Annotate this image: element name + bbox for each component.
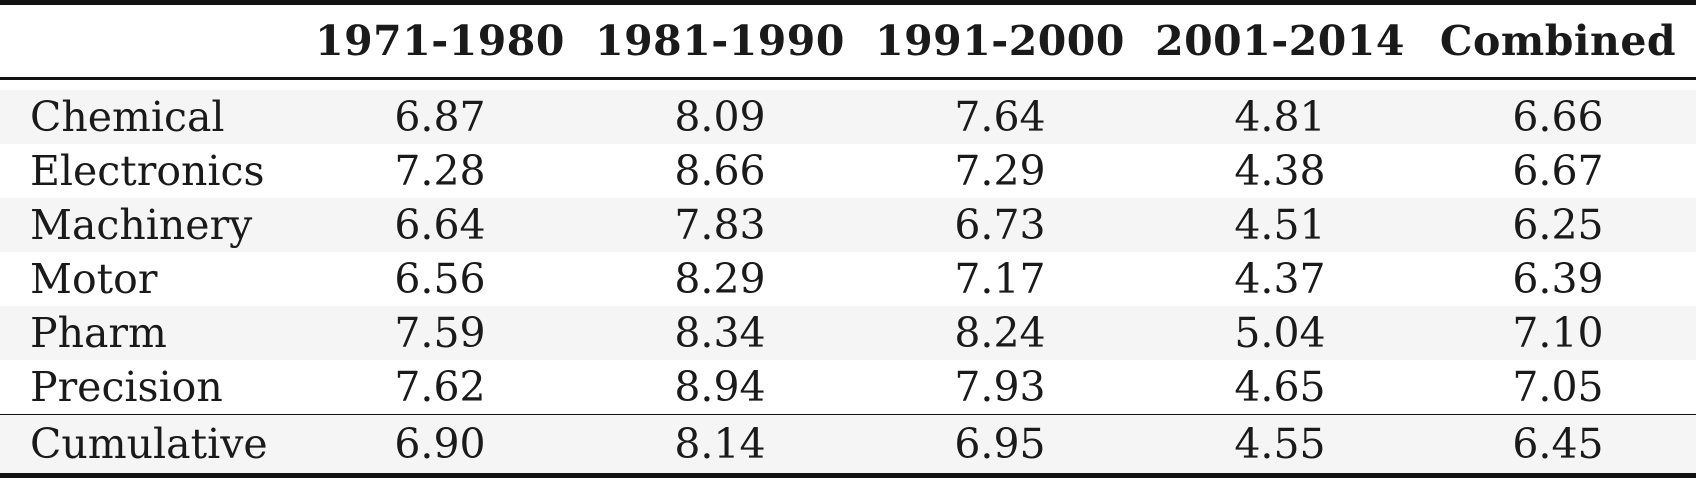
row-label: Machinery: [0, 198, 300, 252]
table-row: Pharm 7.59 8.34 8.24 5.04 7.10: [0, 306, 1696, 360]
table-cell: 6.64: [300, 198, 580, 252]
table-cell: 7.17: [860, 252, 1140, 306]
header-cell-combined: Combined: [1420, 0, 1696, 80]
table-cell: 8.66: [580, 144, 860, 198]
spacer-cell: [580, 78, 860, 90]
table-cell: 6.67: [1420, 144, 1696, 198]
table-row: Precision 7.62 8.94 7.93 4.65 7.05: [0, 360, 1696, 415]
table-cell: 7.28: [300, 144, 580, 198]
total-cell: 6.45: [1420, 414, 1696, 478]
row-label: Electronics: [0, 144, 300, 198]
row-label: Pharm: [0, 306, 300, 360]
spacer-cell: [1420, 78, 1696, 90]
table-cell: 4.65: [1140, 360, 1420, 415]
table-cell: 4.38: [1140, 144, 1420, 198]
spacer-cell: [300, 78, 580, 90]
table-cell: 4.51: [1140, 198, 1420, 252]
spacer-row: [0, 78, 1696, 90]
table-row: Chemical 6.87 8.09 7.64 4.81 6.66: [0, 90, 1696, 144]
total-row-label: Cumulative: [0, 414, 300, 478]
spacer-cell: [860, 78, 1140, 90]
header-cell-empty: [0, 0, 300, 80]
table-cell: 7.29: [860, 144, 1140, 198]
table-cell: 6.73: [860, 198, 1140, 252]
table-cell: 7.93: [860, 360, 1140, 415]
table-cell: 6.87: [300, 90, 580, 144]
header-cell-2001-2014: 2001-2014: [1140, 0, 1420, 80]
table-cell: 6.56: [300, 252, 580, 306]
header-cell-1981-1990: 1981-1990: [580, 0, 860, 80]
total-cell: 4.55: [1140, 414, 1420, 478]
header-cell-1991-2000: 1991-2000: [860, 0, 1140, 80]
table-footer: Cumulative 6.90 8.14 6.95 4.55 6.45: [0, 414, 1696, 478]
table-cell: 4.81: [1140, 90, 1420, 144]
table-row: Electronics 7.28 8.66 7.29 4.38 6.67: [0, 144, 1696, 198]
total-cell: 6.95: [860, 414, 1140, 478]
total-cell: 6.90: [300, 414, 580, 478]
table-cell: 7.62: [300, 360, 580, 415]
total-row: Cumulative 6.90 8.14 6.95 4.55 6.45: [0, 414, 1696, 478]
row-label: Chemical: [0, 90, 300, 144]
table-cell: 8.94: [580, 360, 860, 415]
table-row: Motor 6.56 8.29 7.17 4.37 6.39: [0, 252, 1696, 306]
header-cell-1971-1980: 1971-1980: [300, 0, 580, 80]
spacer-cell: [0, 78, 300, 90]
total-cell: 8.14: [580, 414, 860, 478]
row-label: Motor: [0, 252, 300, 306]
spacer-cell: [1140, 78, 1420, 90]
table-cell: 8.24: [860, 306, 1140, 360]
table-cell: 7.64: [860, 90, 1140, 144]
table-cell: 7.10: [1420, 306, 1696, 360]
table-cell: 8.34: [580, 306, 860, 360]
table-cell: 8.09: [580, 90, 860, 144]
table-cell: 6.66: [1420, 90, 1696, 144]
table-header: 1971-1980 1981-1990 1991-2000 2001-2014 …: [0, 0, 1696, 80]
row-label: Precision: [0, 360, 300, 415]
header-row: 1971-1980 1981-1990 1991-2000 2001-2014 …: [0, 0, 1696, 80]
table-cell: 7.05: [1420, 360, 1696, 415]
table-body: Chemical 6.87 8.09 7.64 4.81 6.66 Electr…: [0, 78, 1696, 415]
data-table: 1971-1980 1981-1990 1991-2000 2001-2014 …: [0, 0, 1696, 478]
table-cell: 6.39: [1420, 252, 1696, 306]
table-cell: 6.25: [1420, 198, 1696, 252]
table-cell: 4.37: [1140, 252, 1420, 306]
table-row: Machinery 6.64 7.83 6.73 4.51 6.25: [0, 198, 1696, 252]
table-cell: 7.59: [300, 306, 580, 360]
table-cell: 7.83: [580, 198, 860, 252]
table-cell: 5.04: [1140, 306, 1420, 360]
table-cell: 8.29: [580, 252, 860, 306]
